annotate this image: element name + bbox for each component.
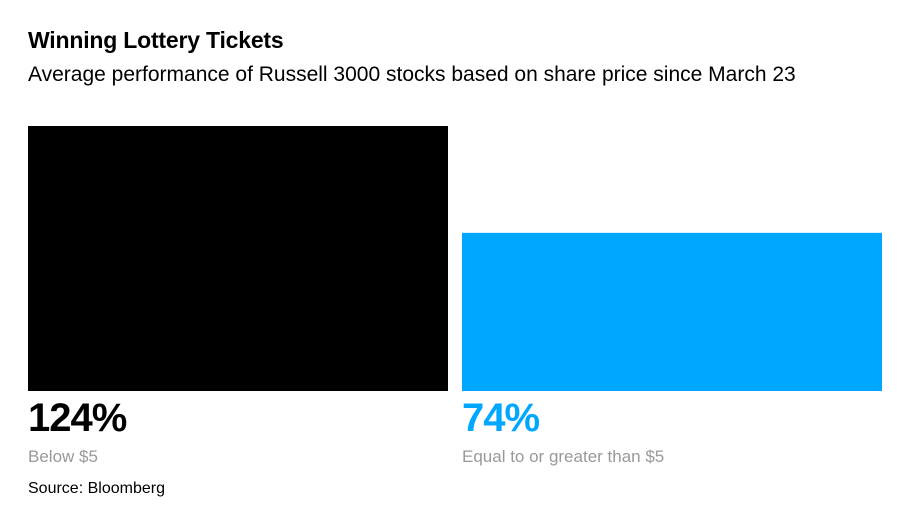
chart-subtitle: Average performance of Russell 3000 stoc… (28, 63, 796, 86)
chart-title: Winning Lottery Tickets (28, 27, 284, 53)
bar-value-label-1: 74% (462, 396, 539, 440)
source-note: Source: Bloomberg (28, 480, 165, 497)
bar-value-label-0: 124% (28, 396, 127, 440)
category-label-0: Below $5 (28, 447, 98, 466)
bar-0 (28, 126, 448, 391)
bar-1 (462, 232, 882, 391)
category-label-1: Equal to or greater than $5 (462, 447, 664, 466)
